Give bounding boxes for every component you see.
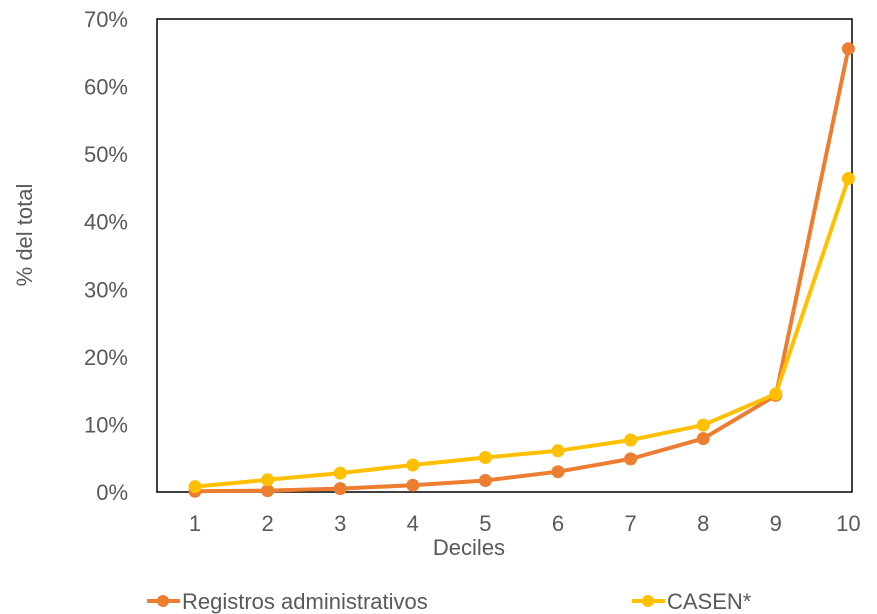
data-point <box>406 478 420 492</box>
series-1 <box>188 172 855 494</box>
legend-marker-casen <box>642 595 654 607</box>
x-tick-label: 8 <box>697 511 709 536</box>
legend: Registros administrativos CASEN* <box>147 589 752 614</box>
data-point <box>188 480 202 494</box>
x-tick-label: 1 <box>189 511 201 536</box>
plot-frame <box>156 18 853 493</box>
series-0 <box>188 42 855 498</box>
data-point <box>551 444 565 458</box>
x-tick-label: 5 <box>479 511 491 536</box>
x-axis-title: Deciles <box>433 535 505 560</box>
series-group <box>188 42 855 498</box>
data-point <box>624 433 638 447</box>
data-point <box>333 466 347 480</box>
y-tick-label: 20% <box>84 345 128 370</box>
x-tick-label: 9 <box>770 511 782 536</box>
y-tick-label: 0% <box>96 480 128 505</box>
y-axis-title: % del total <box>12 184 37 287</box>
legend-item-casen: CASEN* <box>632 589 752 614</box>
legend-label-casen: CASEN* <box>667 589 752 614</box>
data-point <box>769 387 783 401</box>
legend-label-registros: Registros administrativos <box>182 589 428 614</box>
x-tick-label: 2 <box>261 511 273 536</box>
data-point <box>624 452 638 466</box>
data-point <box>551 465 565 479</box>
x-tick-label: 4 <box>407 511 419 536</box>
data-point <box>696 418 710 432</box>
x-tick-label: 6 <box>552 511 564 536</box>
x-tick-label: 3 <box>334 511 346 536</box>
series-line <box>193 176 851 489</box>
y-tick-label: 70% <box>84 7 128 32</box>
y-tick-label: 40% <box>84 210 128 235</box>
data-point <box>841 42 855 56</box>
y-tick-label: 60% <box>84 75 128 100</box>
x-axis-ticks: 1 2 3 4 5 6 7 8 9 10 <box>189 511 861 536</box>
data-point <box>406 458 420 472</box>
y-tick-label: 10% <box>84 412 128 437</box>
data-point <box>478 451 492 464</box>
data-point <box>841 172 855 185</box>
data-point <box>478 474 492 487</box>
legend-item-registros: Registros administrativos <box>147 589 428 614</box>
y-axis-ticks: 0% 10% 20% 30% 40% 50% 60% 70% <box>84 7 128 505</box>
data-point <box>261 484 275 498</box>
x-tick-label: 10 <box>836 511 860 536</box>
y-tick-label: 50% <box>84 142 128 167</box>
series-line <box>193 46 851 494</box>
x-tick-label: 7 <box>624 511 636 536</box>
data-point <box>696 432 710 446</box>
data-point <box>261 473 275 487</box>
data-point <box>333 482 347 496</box>
y-tick-label: 30% <box>84 277 128 302</box>
legend-marker-registros <box>157 595 169 607</box>
